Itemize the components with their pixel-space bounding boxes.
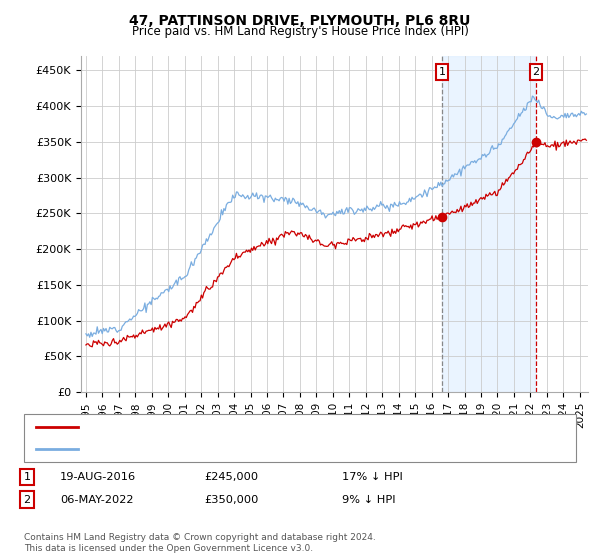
Text: Contains HM Land Registry data © Crown copyright and database right 2024.
This d: Contains HM Land Registry data © Crown c… (24, 533, 376, 553)
Text: 19-AUG-2016: 19-AUG-2016 (60, 472, 136, 482)
Text: £245,000: £245,000 (204, 472, 258, 482)
Text: 1: 1 (439, 67, 445, 77)
Text: HPI: Average price, detached house, City of Plymouth: HPI: Average price, detached house, City… (87, 444, 380, 454)
Text: 9% ↓ HPI: 9% ↓ HPI (342, 494, 395, 505)
Text: £350,000: £350,000 (204, 494, 259, 505)
Text: 2: 2 (533, 67, 540, 77)
Text: 47, PATTINSON DRIVE, PLYMOUTH, PL6 8RU (detached house): 47, PATTINSON DRIVE, PLYMOUTH, PL6 8RU (… (87, 422, 423, 432)
Text: 2: 2 (23, 494, 31, 505)
Text: 47, PATTINSON DRIVE, PLYMOUTH, PL6 8RU: 47, PATTINSON DRIVE, PLYMOUTH, PL6 8RU (130, 14, 470, 28)
Text: 17% ↓ HPI: 17% ↓ HPI (342, 472, 403, 482)
Text: 1: 1 (23, 472, 31, 482)
Text: Price paid vs. HM Land Registry's House Price Index (HPI): Price paid vs. HM Land Registry's House … (131, 25, 469, 38)
Text: 06-MAY-2022: 06-MAY-2022 (60, 494, 133, 505)
